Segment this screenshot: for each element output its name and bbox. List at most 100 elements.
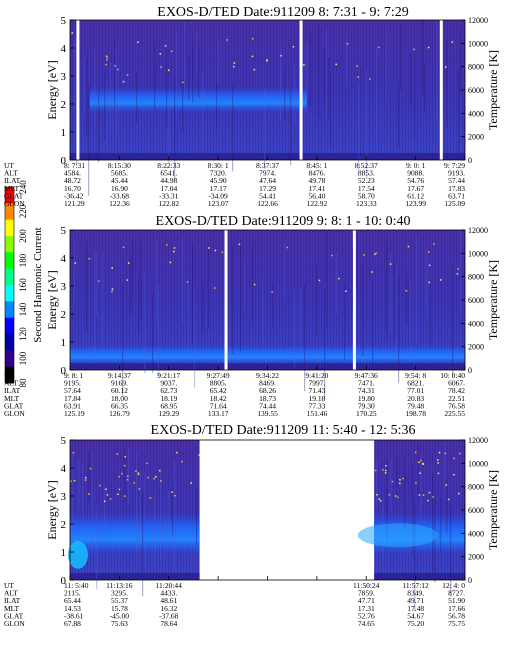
spectrogram-streak xyxy=(104,485,106,544)
temperature-point xyxy=(266,59,268,61)
row-value: 17.17 xyxy=(210,184,227,193)
y2-tick-label: 4000 xyxy=(468,109,484,118)
temperature-point xyxy=(292,46,295,48)
colorbar-cell xyxy=(5,350,14,368)
row-value: 77.01 xyxy=(407,386,424,395)
spectrogram-streak xyxy=(280,45,282,121)
y-tick-label: 2 xyxy=(61,99,67,111)
spectrogram-streak xyxy=(452,265,454,377)
row-value: 16.90 xyxy=(111,184,128,193)
row-value: 17.48 xyxy=(407,604,424,613)
spectrogram-streak xyxy=(136,72,138,124)
row-value: 9195. xyxy=(64,379,81,388)
temperature-point xyxy=(116,453,119,455)
temperature-point xyxy=(98,280,100,282)
temperature-point xyxy=(271,291,273,293)
colorbar-tick-label: 200 xyxy=(18,229,28,243)
temperature-point xyxy=(415,451,417,454)
temperature-point xyxy=(159,53,162,55)
spectrogram-streak xyxy=(182,236,184,324)
temperature-point xyxy=(99,484,101,487)
spectrogram-streak xyxy=(192,44,194,104)
spectrogram-streak xyxy=(410,52,412,106)
row-value: 9193. xyxy=(448,169,465,178)
row-label: GLAT xyxy=(4,401,24,410)
y2-tick-label: 6000 xyxy=(468,506,484,515)
y-tick-label: 4 xyxy=(61,463,67,475)
spectrogram-streak xyxy=(174,458,176,570)
temperature-point xyxy=(444,66,447,68)
y2-axis-label: Temperature [K] xyxy=(486,470,500,550)
temperature-point xyxy=(173,247,176,249)
y2-tick-label: 6000 xyxy=(468,296,484,305)
spectrogram-streak xyxy=(324,48,326,106)
colorbar-cell xyxy=(5,285,14,302)
row-value: 60.12 xyxy=(111,386,128,395)
y2-tick-label: 4000 xyxy=(468,319,484,328)
row-value: 79.30 xyxy=(358,401,375,410)
panel-orbit-3: EXOS-D/TED Date:911209 11: 5:40 - 12: 5:… xyxy=(4,423,500,628)
temperature-point xyxy=(415,482,417,484)
row-label: MLT xyxy=(4,184,20,193)
row-value: 52.76 xyxy=(358,611,375,620)
spectrogram-streak xyxy=(96,252,98,317)
temperature-point xyxy=(126,74,129,76)
temperature-point xyxy=(303,64,305,66)
row-label: ALT xyxy=(4,589,18,598)
temperature-point xyxy=(122,80,125,83)
row-label: UT xyxy=(4,371,14,380)
temperature-point xyxy=(437,472,440,475)
row-value: 14.53 xyxy=(64,604,81,613)
row-value: 68.95 xyxy=(160,401,177,410)
temperature-point xyxy=(356,65,358,67)
spectrogram-streak xyxy=(432,473,434,573)
temperature-point xyxy=(253,283,256,286)
y2-tick-label: 12000 xyxy=(468,16,488,25)
temperature-point xyxy=(214,249,217,252)
spectrogram-streak xyxy=(232,82,234,172)
row-value: 17.31 xyxy=(358,604,375,613)
spectrogram-streak xyxy=(130,255,132,315)
spectrogram-streak xyxy=(144,472,146,569)
y2-tick-label: 2000 xyxy=(468,343,484,352)
temperature-point xyxy=(419,472,421,474)
spectrogram-streak xyxy=(344,283,346,361)
temperature-point xyxy=(73,479,76,482)
spectrogram-streak xyxy=(304,284,306,392)
row-value: 3295. xyxy=(111,589,128,598)
temperature-point xyxy=(437,462,439,464)
spectrogram-streak xyxy=(316,264,318,335)
spectrogram-streak xyxy=(196,31,198,74)
temperature-point xyxy=(171,491,173,493)
row-value: 75.20 xyxy=(407,619,424,628)
spectrogram-streak xyxy=(294,66,296,125)
row-value: 74.65 xyxy=(358,619,375,628)
temperature-point xyxy=(164,45,167,47)
colorbar-cell xyxy=(5,219,14,237)
row-value: 15.78 xyxy=(111,604,128,613)
row-value: 75.63 xyxy=(111,619,128,628)
temperature-point xyxy=(457,268,460,270)
temperature-point xyxy=(126,478,129,481)
temperature-point xyxy=(422,462,424,465)
temperature-point xyxy=(394,495,397,497)
spectrogram-texture xyxy=(374,440,465,580)
row-value: 8349. xyxy=(407,589,424,598)
temperature-point xyxy=(170,50,173,53)
row-value: 9: 8: 1 xyxy=(64,371,83,380)
spectrogram-streak xyxy=(412,464,414,557)
temperature-point xyxy=(124,455,127,458)
temperature-point xyxy=(190,482,192,484)
spectrogram-streak xyxy=(330,71,332,148)
temperature-point xyxy=(133,482,136,484)
spectrogram-streak xyxy=(140,236,142,320)
temperature-point xyxy=(238,243,241,246)
spectrogram-streak xyxy=(446,480,448,534)
row-value: 17.41 xyxy=(308,184,325,193)
temperature-point xyxy=(453,473,455,476)
colorbar-cell xyxy=(5,334,14,351)
row-value: 9: 7:29 xyxy=(444,161,465,170)
temperature-point xyxy=(253,68,256,71)
row-value: 225.55 xyxy=(444,409,465,418)
energy-band xyxy=(70,344,465,365)
